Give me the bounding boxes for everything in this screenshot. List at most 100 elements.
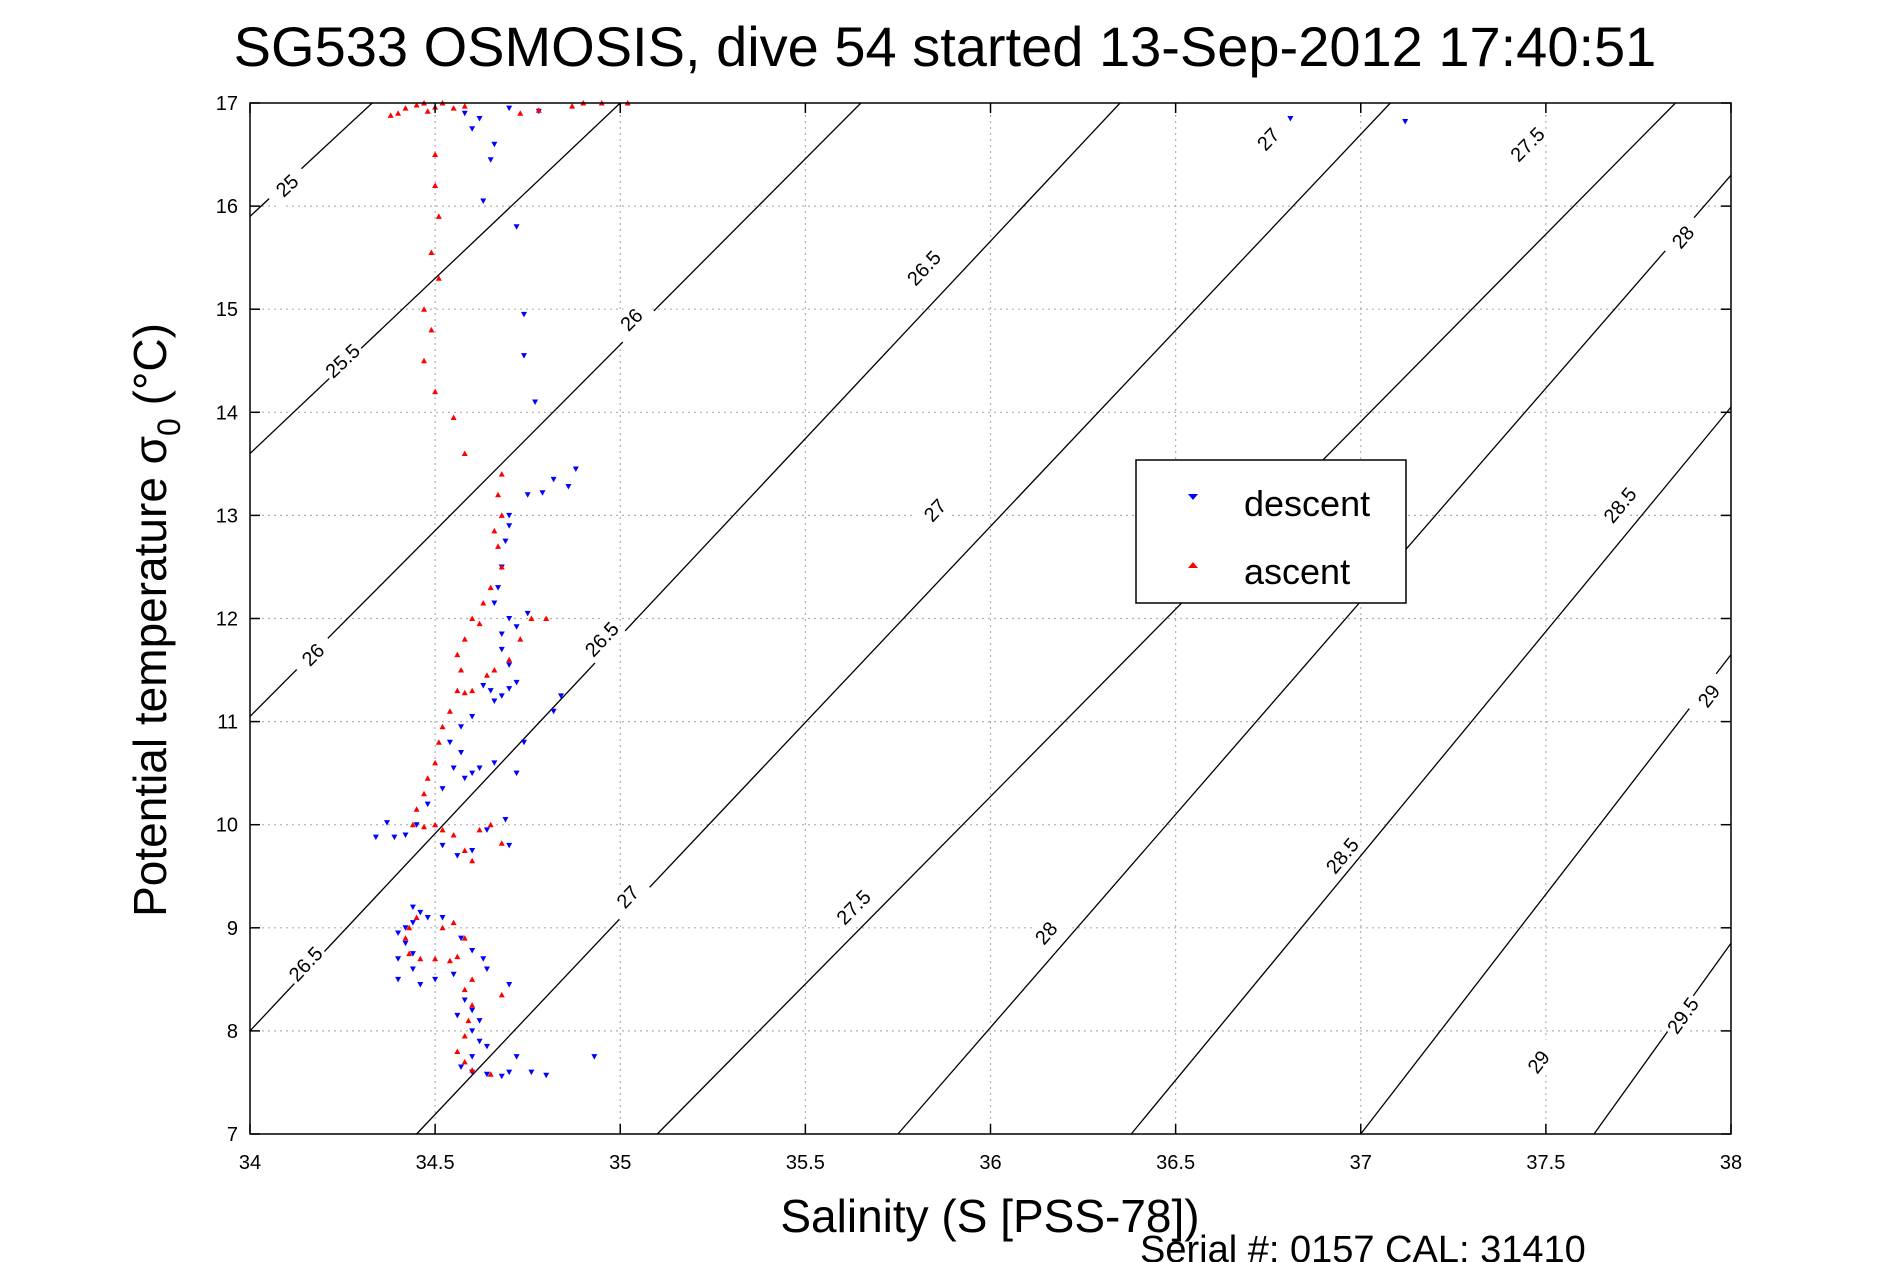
descent-point	[458, 1064, 465, 1070]
descent-point	[424, 914, 431, 921]
contour-label-background	[288, 629, 338, 680]
ascent-point	[454, 687, 461, 694]
ascent-point	[469, 857, 476, 864]
x-tick-label: 38	[1720, 1152, 1742, 1174]
legend-descent-marker	[1188, 494, 1198, 500]
descent-point	[439, 914, 446, 921]
ascent-point	[446, 957, 453, 964]
ascent-point	[461, 450, 468, 457]
descent-point	[506, 512, 513, 519]
x-tick-label: 35.5	[786, 1152, 825, 1174]
contour-label-background	[577, 614, 627, 665]
y-tick-label: 13	[216, 505, 238, 527]
ascent-point	[469, 687, 476, 694]
ascent-point	[476, 826, 483, 833]
ascent-point	[498, 563, 505, 570]
descent-point	[483, 1071, 490, 1078]
ascent-point	[487, 821, 494, 828]
descent-point	[1402, 119, 1409, 125]
contour-label-background	[262, 160, 312, 210]
descent-point	[487, 688, 494, 694]
descent-point	[483, 827, 490, 833]
descent-point	[491, 141, 498, 148]
descent-point	[565, 484, 572, 490]
descent-point	[461, 775, 468, 782]
y-tick-label: 12	[216, 609, 238, 631]
x-axis-ticks: 34 34.5 35 35.5 36 36.5 37 37.5 38	[239, 103, 1742, 1174]
descent-point	[1287, 115, 1294, 122]
descent-point	[591, 1054, 598, 1060]
contour-label-background	[1021, 907, 1071, 959]
density-contour-line	[1360, 654, 1732, 1135]
descent-point	[572, 466, 579, 473]
descent-point	[469, 947, 476, 954]
descent-point	[491, 760, 498, 766]
descent-point	[409, 904, 416, 911]
descent-point	[495, 585, 502, 591]
ascent-point	[428, 326, 435, 333]
descent-point	[395, 956, 402, 962]
ascent-point	[413, 914, 420, 920]
ascent-point	[469, 615, 476, 621]
y-tick-label: 11	[217, 712, 238, 734]
ascent-point	[450, 105, 457, 111]
density-contour-line	[656, 102, 1676, 1135]
descent-point	[476, 765, 483, 771]
ascent-point	[432, 955, 439, 962]
ascent-point	[461, 689, 468, 696]
descent-point	[417, 909, 424, 916]
ascent-point	[491, 527, 498, 534]
ascent-point	[439, 723, 446, 730]
descent-point	[550, 476, 557, 483]
descent-point	[506, 686, 513, 692]
ascent-point	[454, 651, 461, 658]
descent-point	[417, 982, 424, 988]
descent-point	[506, 982, 513, 988]
y-tick-label: 8	[227, 1021, 238, 1043]
descent-point	[372, 834, 379, 841]
descent-point	[513, 679, 520, 686]
ascent-point	[424, 108, 431, 114]
ascent-point	[435, 739, 442, 745]
contour-label-background	[606, 294, 657, 345]
descent-point	[498, 631, 505, 637]
descent-point	[491, 600, 498, 607]
descent-point	[469, 770, 476, 777]
contour-label-background	[1318, 830, 1367, 881]
descent-point	[439, 842, 446, 849]
ascent-point	[432, 182, 439, 188]
descent-point	[506, 662, 513, 668]
descent-point	[439, 786, 446, 792]
ascent-point	[454, 1048, 461, 1055]
descent-point	[498, 646, 505, 653]
descent-point	[454, 853, 461, 859]
ascent-point	[432, 759, 439, 766]
x-tick-label: 36.5	[1156, 1152, 1195, 1174]
descent-point	[498, 693, 505, 699]
descent-point	[409, 966, 416, 973]
ascent-point	[458, 667, 465, 673]
ascent-point	[450, 919, 457, 926]
y-axis-label: Potential temperature σ0 (°C)	[124, 323, 187, 917]
density-contour-line	[1593, 942, 1732, 1135]
descent-point	[476, 115, 483, 122]
ascent-point	[476, 620, 483, 627]
descent-point	[454, 1012, 461, 1019]
ascent-point	[461, 1058, 468, 1065]
ascent-point	[498, 512, 505, 518]
descent-point	[543, 1072, 550, 1079]
ascent-point	[395, 110, 402, 116]
contour-label-background	[603, 871, 653, 922]
descent-point	[498, 1073, 505, 1080]
contour-label-background	[1502, 119, 1553, 170]
ascent-point	[432, 388, 439, 395]
ascent-point	[483, 672, 490, 678]
y-axis-label-subscript: 0	[151, 418, 187, 436]
descent-point	[458, 935, 465, 942]
descent-point	[483, 966, 490, 973]
descent-point	[483, 1043, 490, 1050]
ascent-point	[495, 491, 502, 498]
ascent-point	[469, 1067, 476, 1073]
density-contour-line	[416, 102, 1391, 1135]
contour-label-background	[1658, 211, 1708, 263]
